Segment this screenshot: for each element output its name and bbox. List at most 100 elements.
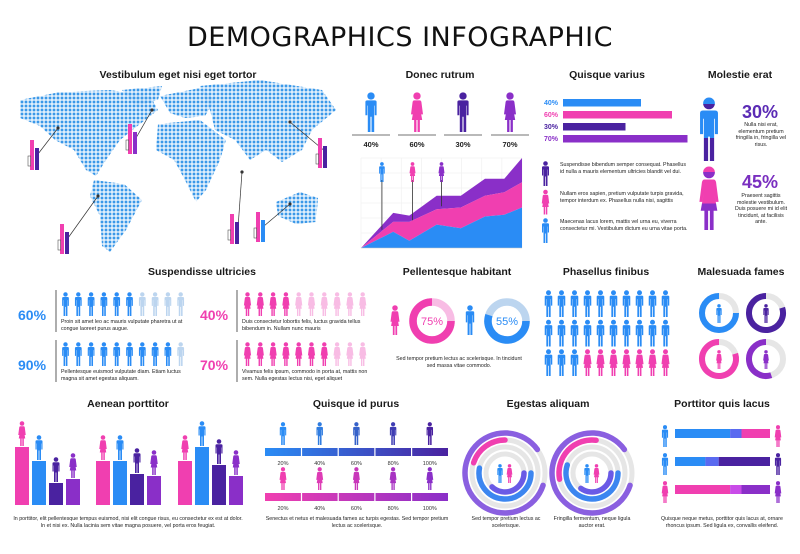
male-figure-icon <box>542 161 549 186</box>
male-figure-icon <box>116 435 124 460</box>
female-figure-icon <box>307 292 316 316</box>
male-figure-icon <box>138 292 146 316</box>
male-figure-icon <box>583 319 592 347</box>
male-figure-icon <box>365 92 377 132</box>
tick-label: 60% <box>351 461 362 467</box>
scale-divider <box>300 448 303 456</box>
donec-rutrum-section: Donec rutrum 40% 60% 30% 70% <box>352 69 529 249</box>
figure-percent-label: 70% <box>502 140 517 149</box>
male-figure-icon <box>164 342 172 366</box>
female-figure-icon <box>99 435 107 460</box>
bar-label: 60% <box>544 112 559 119</box>
female-figure-icon <box>648 349 657 376</box>
quisque-id-purus-section: Quisque id purus 20% 40% 60% 80% 100% 20% 40% 6… <box>265 398 448 512</box>
map-leader-line <box>37 127 59 155</box>
female-figure-icon <box>359 342 367 366</box>
scale-divider <box>374 493 376 501</box>
male-figure-icon <box>557 319 566 347</box>
female-figure-icon <box>69 453 77 478</box>
bar <box>130 474 144 505</box>
stacked-segment <box>741 485 770 494</box>
male-figure-icon <box>138 342 146 366</box>
male-figure-icon <box>100 292 108 316</box>
bar-label: 40% <box>544 100 559 107</box>
male-figure-icon <box>774 453 782 475</box>
tick-label: 40% <box>314 461 325 467</box>
note-text: Suspendisse bibendum semper consequat. P… <box>560 162 687 175</box>
map-marker-bar <box>323 146 327 168</box>
world-map: Vestibulum eget nisi eget tortor <box>20 69 336 254</box>
female-figure-icon <box>716 350 722 369</box>
bar <box>563 99 641 107</box>
map-location-dot <box>150 108 154 112</box>
male-figure-icon <box>557 349 566 376</box>
female-figure-icon <box>506 464 513 483</box>
section-title: Quisque varius <box>569 69 645 81</box>
scale-divider <box>300 493 303 501</box>
malesuada-fames-section: Malesuada fames <box>698 266 786 379</box>
male-figure-icon <box>353 422 360 445</box>
female-figure-icon <box>409 162 416 182</box>
male-figure-icon <box>426 422 434 445</box>
female-figure-icon <box>359 292 367 316</box>
male-figure-icon <box>596 319 605 347</box>
female-figure-icon <box>243 292 252 316</box>
male-figure-icon <box>133 448 141 473</box>
figure-percent-label: 30% <box>455 140 470 149</box>
percent-label: 70% <box>200 357 229 373</box>
male-figure-icon <box>279 422 287 445</box>
map-leader-line <box>237 171 243 229</box>
stat-value: 45% <box>742 172 778 192</box>
tick-label: 20% <box>277 506 288 512</box>
section-text: Senectus et netus et malesuada fames ac … <box>265 516 449 529</box>
male-figure-icon <box>74 292 82 316</box>
male-figure-icon <box>635 290 644 317</box>
female-figure-icon <box>282 342 290 366</box>
percent-label: 90% <box>18 357 47 373</box>
male-figure-icon <box>661 425 669 447</box>
male-figure-icon <box>716 304 722 323</box>
bar <box>147 476 161 505</box>
male-figure-icon <box>113 292 121 316</box>
stacked-segment <box>730 429 742 438</box>
map-marker-bar <box>256 212 260 242</box>
scale-divider <box>337 448 339 456</box>
female-figure-icon <box>232 450 240 475</box>
female-figure-icon <box>269 292 277 316</box>
scale-strip <box>265 448 448 456</box>
section-title: Porttitor quis lacus <box>674 398 770 410</box>
male-figure-icon <box>596 290 605 317</box>
map-marker-tick <box>27 155 31 167</box>
map-location-dot <box>96 194 100 198</box>
male-figure-icon <box>661 319 670 347</box>
bar <box>195 447 209 505</box>
male-figure-icon <box>457 92 469 132</box>
male-figure-icon <box>570 319 579 347</box>
area-series-male <box>361 207 522 248</box>
radial-arc <box>476 465 534 502</box>
male-figure-icon <box>622 319 631 347</box>
female-figure-icon <box>282 292 290 316</box>
map-greenland <box>122 86 162 106</box>
female-figure-icon <box>389 467 397 490</box>
male-figure-icon <box>198 421 206 446</box>
note-text: Nullam eros sapien, pretium vulputate tu… <box>560 191 684 204</box>
scale-divider <box>337 493 339 501</box>
molestie-erat-section: Molestie erat 30% 45% <box>699 69 778 230</box>
phasellus-finibus-section: Phasellus finibus <box>544 266 670 376</box>
donut-label: 75% <box>421 316 443 328</box>
male-figure-icon <box>497 464 503 483</box>
map-marker-bar <box>261 220 265 242</box>
donut-label: 55% <box>496 316 518 328</box>
stacked-segment <box>675 429 731 438</box>
section-title: Quisque id purus <box>313 398 399 410</box>
map-europe <box>160 88 215 118</box>
section-title: Malesuada fames <box>698 266 785 278</box>
male-figure-icon <box>544 290 553 317</box>
scale-strip <box>265 493 448 501</box>
note-text: Maecenas lacus lorem, mattis vel urna eu… <box>560 219 688 232</box>
map-location-dot <box>288 120 292 124</box>
map-marker-tick <box>253 227 257 239</box>
stacked-segment <box>675 457 706 466</box>
